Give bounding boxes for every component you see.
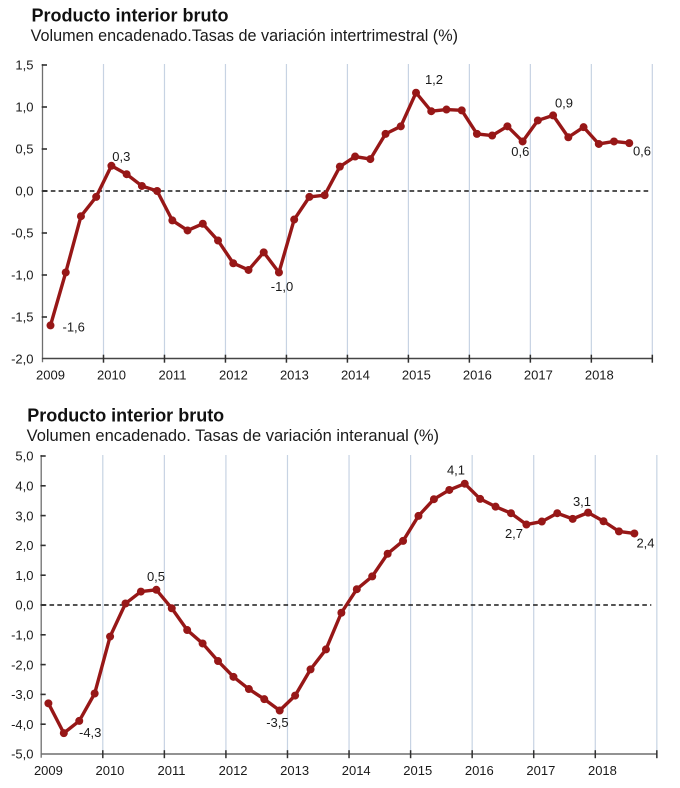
svg-text:2016: 2016: [465, 763, 494, 778]
svg-text:-3,5: -3,5: [266, 715, 288, 730]
svg-text:2017: 2017: [524, 367, 553, 382]
svg-text:Volumen encadenado. Tasas de v: Volumen encadenado. Tasas de variación i…: [27, 427, 439, 445]
svg-text:0,0: 0,0: [15, 184, 33, 199]
svg-text:2017: 2017: [526, 763, 555, 778]
svg-text:0,9: 0,9: [555, 96, 573, 111]
svg-text:2016: 2016: [463, 367, 492, 382]
svg-text:-1,6: -1,6: [63, 320, 85, 335]
svg-text:-1,0: -1,0: [271, 279, 293, 294]
svg-text:1,0: 1,0: [15, 100, 33, 115]
svg-text:Producto interior bruto: Producto interior bruto: [32, 5, 229, 25]
svg-text:1,5: 1,5: [15, 58, 33, 73]
svg-text:-1,0: -1,0: [11, 628, 33, 643]
svg-text:0,6: 0,6: [633, 144, 651, 159]
svg-text:1,0: 1,0: [15, 568, 33, 583]
svg-text:-2,0: -2,0: [11, 352, 33, 367]
svg-text:-0,5: -0,5: [11, 226, 33, 241]
svg-text:-4,0: -4,0: [11, 717, 33, 732]
svg-text:0,3: 0,3: [112, 149, 130, 164]
svg-text:Producto interior bruto: Producto interior bruto: [27, 405, 224, 425]
svg-text:4,1: 4,1: [447, 462, 465, 477]
svg-text:1,2: 1,2: [425, 72, 443, 87]
svg-text:Volumen encadenado.Tasas de va: Volumen encadenado.Tasas de variación in…: [31, 27, 458, 45]
svg-text:2015: 2015: [403, 763, 432, 778]
svg-text:2009: 2009: [36, 367, 65, 382]
svg-text:3,0: 3,0: [15, 508, 33, 523]
svg-text:2,7: 2,7: [505, 526, 523, 541]
svg-text:-2,0: -2,0: [11, 657, 33, 672]
svg-text:2014: 2014: [342, 763, 371, 778]
svg-text:2011: 2011: [158, 763, 186, 778]
svg-text:2018: 2018: [585, 367, 614, 382]
svg-text:2015: 2015: [402, 367, 431, 382]
svg-text:2,4: 2,4: [636, 536, 654, 551]
svg-text:-5,0: -5,0: [11, 747, 33, 762]
svg-text:2014: 2014: [341, 367, 370, 382]
svg-text:2018: 2018: [588, 763, 617, 778]
svg-text:2009: 2009: [34, 763, 63, 778]
svg-text:0,5: 0,5: [15, 142, 33, 157]
svg-text:2012: 2012: [219, 763, 248, 778]
svg-text:5,0: 5,0: [15, 449, 33, 464]
svg-text:2011: 2011: [158, 367, 186, 382]
svg-text:3,1: 3,1: [573, 494, 591, 509]
svg-text:0,6: 0,6: [511, 144, 529, 159]
svg-text:2012: 2012: [219, 367, 248, 382]
svg-text:2013: 2013: [280, 763, 309, 778]
svg-text:0,5: 0,5: [147, 569, 165, 584]
svg-text:2013: 2013: [280, 367, 309, 382]
svg-text:0,0: 0,0: [15, 598, 33, 613]
svg-text:2,0: 2,0: [15, 538, 33, 553]
svg-text:2010: 2010: [95, 763, 124, 778]
svg-text:4,0: 4,0: [15, 479, 33, 494]
svg-text:-1,5: -1,5: [11, 310, 33, 325]
svg-text:-3,0: -3,0: [11, 687, 33, 702]
svg-text:2010: 2010: [97, 367, 126, 382]
svg-text:-1,0: -1,0: [11, 268, 33, 283]
svg-text:-4,3: -4,3: [79, 725, 101, 740]
